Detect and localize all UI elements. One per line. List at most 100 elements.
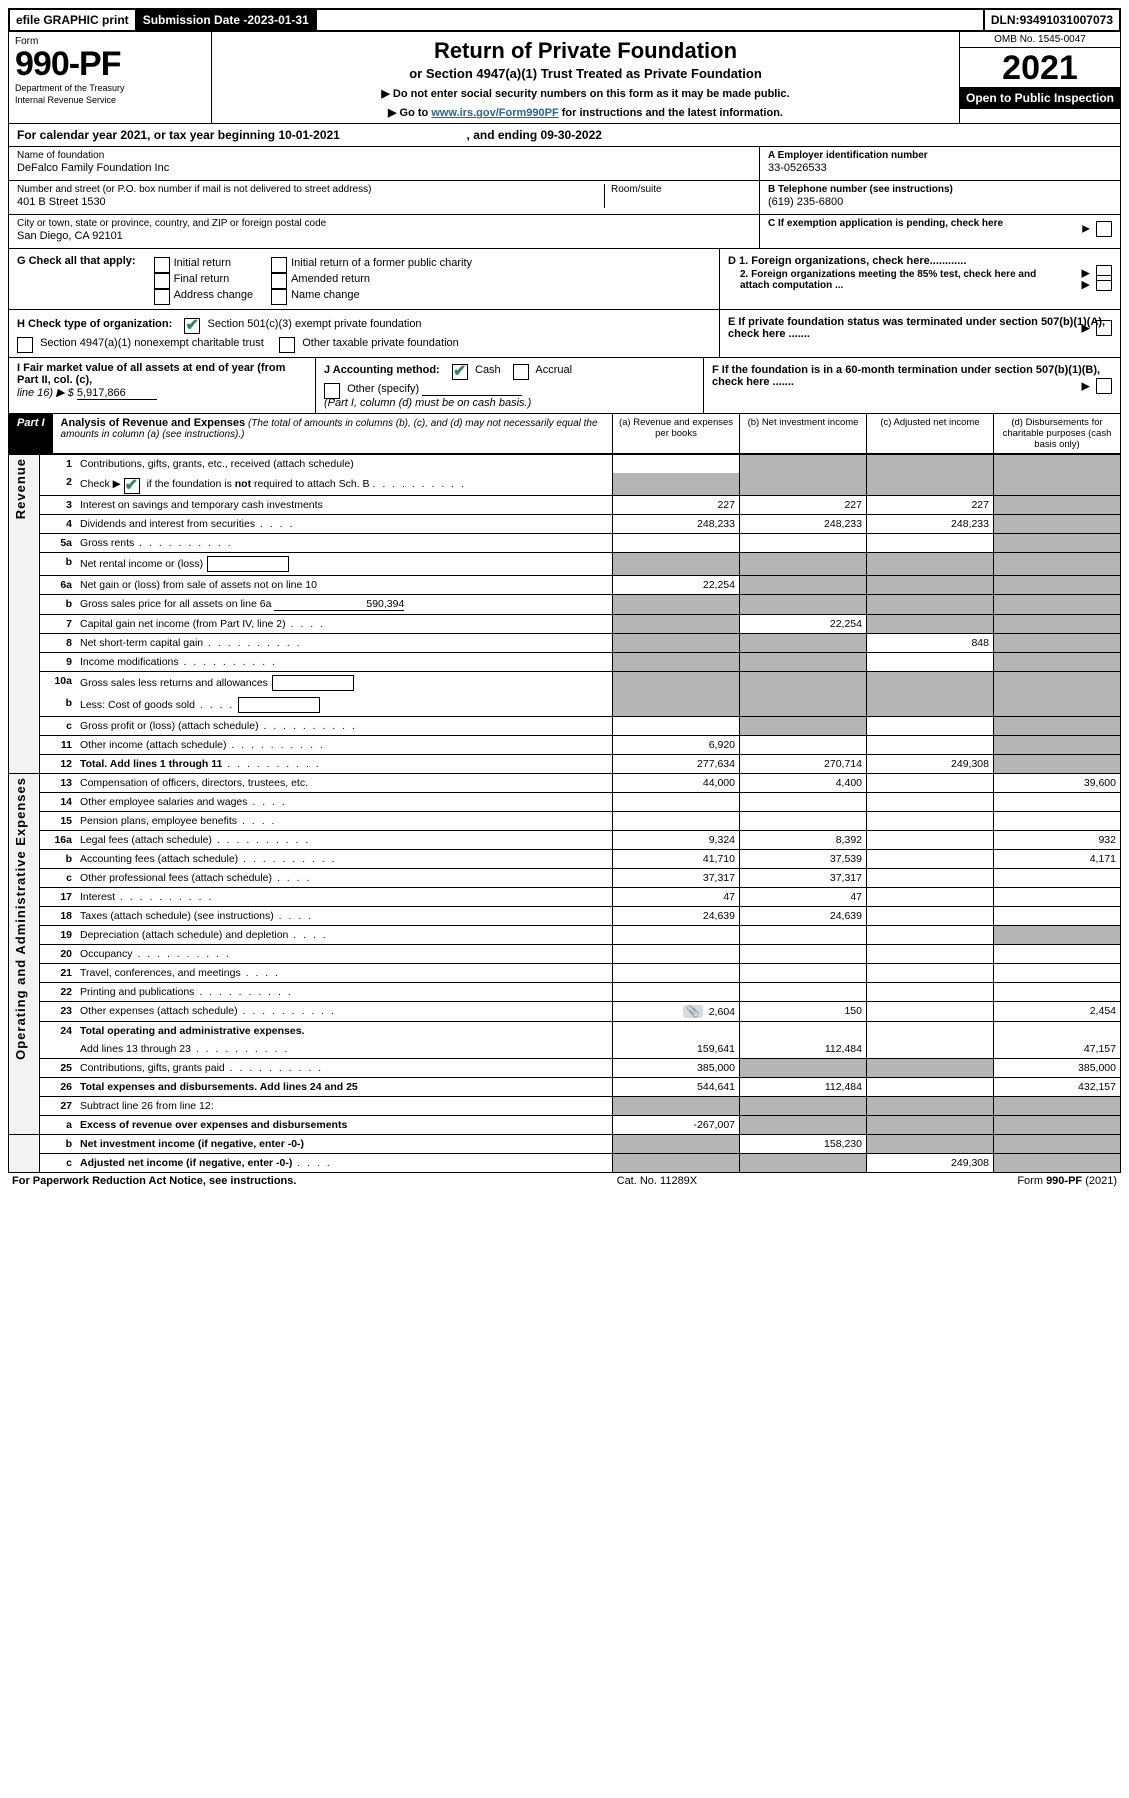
g-opt-2: Address change bbox=[174, 289, 254, 301]
r2-checkbox[interactable] bbox=[124, 478, 140, 494]
table-row: 4 Dividends and interest from securities… bbox=[9, 515, 1121, 534]
note2-post: for instructions and the latest informat… bbox=[562, 107, 783, 119]
d2-checkbox[interactable] bbox=[1096, 275, 1112, 291]
top-bar: efile GRAPHIC print Submission Date - 20… bbox=[8, 8, 1121, 32]
efile-label[interactable]: efile GRAPHIC print bbox=[10, 10, 137, 30]
c-checkbox[interactable] bbox=[1096, 221, 1112, 237]
title-sub: or Section 4947(a)(1) Trust Treated as P… bbox=[220, 66, 951, 81]
tel-cell: B Telephone number (see instructions) (6… bbox=[760, 181, 1120, 215]
j-cb-other[interactable] bbox=[324, 383, 340, 399]
i-area: I Fair market value of all assets at end… bbox=[9, 358, 316, 413]
j-accrual: Accrual bbox=[535, 364, 572, 376]
g-cb-name[interactable] bbox=[271, 289, 287, 305]
r10b-box[interactable] bbox=[238, 697, 320, 713]
dln-value: 93491031007073 bbox=[1020, 13, 1113, 27]
i-l2: line 16) ▶ $ bbox=[17, 387, 74, 399]
g-opt-1: Final return bbox=[174, 273, 230, 285]
h-o1: Section 501(c)(3) exempt private foundat… bbox=[208, 318, 422, 330]
j-other: Other (specify) bbox=[347, 383, 419, 395]
table-row: 11 Other income (attach schedule) 6,920 bbox=[9, 736, 1121, 755]
city-label: City or town, state or province, country… bbox=[17, 218, 751, 229]
addr-cell: Number and street (or P.O. box number if… bbox=[9, 181, 759, 215]
ein-label: A Employer identification number bbox=[768, 150, 1112, 161]
side-revenue: Revenue bbox=[9, 455, 40, 774]
table-row: 27 Subtract line 26 from line 12: bbox=[9, 1097, 1121, 1116]
h-cb-501c3[interactable] bbox=[184, 318, 200, 334]
table-row: 7 Capital gain net income (from Part IV,… bbox=[9, 615, 1121, 634]
table-row: Operating and Administrative Expenses 13… bbox=[9, 774, 1121, 793]
tel-value: (619) 235-6800 bbox=[768, 196, 1112, 208]
part1-header: Part I Analysis of Revenue and Expenses … bbox=[8, 414, 1121, 454]
col-a-head: (a) Revenue and expenses per books bbox=[613, 414, 740, 453]
g-cb-initial[interactable] bbox=[154, 257, 170, 273]
h-o3: Other taxable private foundation bbox=[302, 337, 459, 349]
name-label: Name of foundation bbox=[17, 150, 751, 161]
attachment-icon[interactable]: 📎 bbox=[683, 1005, 703, 1018]
calendar-row: For calendar year 2021, or tax year begi… bbox=[8, 124, 1121, 147]
part1-desc: Analysis of Revenue and Expenses (The to… bbox=[53, 414, 613, 453]
g-cb-final[interactable] bbox=[154, 273, 170, 289]
table-row: 16a Legal fees (attach schedule) 9,324 8… bbox=[9, 831, 1121, 850]
table-row: c Gross profit or (loss) (attach schedul… bbox=[9, 717, 1121, 736]
f-checkbox[interactable] bbox=[1096, 378, 1112, 394]
city-cell: City or town, state or province, country… bbox=[9, 215, 759, 248]
col-d-head: (d) Disbursements for charitable purpose… bbox=[994, 414, 1120, 453]
g-cb-initial-former[interactable] bbox=[271, 257, 287, 273]
table-row: c Adjusted net income (if negative, ente… bbox=[9, 1154, 1121, 1173]
g-d-row: G Check all that apply: Initial return F… bbox=[8, 249, 1121, 310]
part1-label: Part I bbox=[9, 414, 53, 453]
r10a-box[interactable] bbox=[272, 675, 354, 691]
f-area: F If the foundation is in a 60-month ter… bbox=[704, 358, 1120, 413]
d-area: D 1. Foreign organizations, check here..… bbox=[719, 249, 1120, 309]
j-cb-accrual[interactable] bbox=[513, 364, 529, 380]
ein-value: 33-0526533 bbox=[768, 162, 1112, 174]
table-row: 19 Depreciation (attach schedule) and de… bbox=[9, 926, 1121, 945]
name-value: DeFalco Family Foundation Inc bbox=[17, 162, 751, 174]
j-cb-cash[interactable] bbox=[452, 364, 468, 380]
header-mid: Return of Private Foundation or Section … bbox=[212, 32, 959, 123]
h-label: H Check type of organization: bbox=[17, 318, 172, 330]
addr-value: 401 B Street 1530 bbox=[17, 196, 598, 208]
cal-pre: For calendar year 2021, or tax year begi… bbox=[17, 128, 278, 142]
submission-date: 2023-01-31 bbox=[247, 13, 308, 27]
ein-cell: A Employer identification number 33-0526… bbox=[760, 147, 1120, 181]
title-note1: ▶ Do not enter social security numbers o… bbox=[220, 87, 951, 100]
table-row: 21 Travel, conferences, and meetings bbox=[9, 964, 1121, 983]
h-cb-4947[interactable] bbox=[17, 337, 33, 353]
omb: OMB No. 1545-0047 bbox=[960, 32, 1120, 48]
id-left: Name of foundation DeFalco Family Founda… bbox=[9, 147, 759, 248]
side-blank bbox=[9, 1135, 40, 1173]
g-cb-amended[interactable] bbox=[271, 273, 287, 289]
e-arrow-icon: ▶ bbox=[1082, 322, 1090, 335]
table-row: 25 Contributions, gifts, grants paid 385… bbox=[9, 1059, 1121, 1078]
submission-seg: Submission Date - 2023-01-31 bbox=[137, 10, 317, 30]
dept-treasury: Department of the Treasury bbox=[15, 83, 205, 93]
id-right: A Employer identification number 33-0526… bbox=[759, 147, 1120, 248]
g-label: G Check all that apply: bbox=[17, 255, 136, 303]
g-cb-addr[interactable] bbox=[154, 289, 170, 305]
h-cb-other[interactable] bbox=[279, 337, 295, 353]
table-row: 8 Net short-term capital gain 848 bbox=[9, 634, 1121, 653]
j-area: J Accounting method: Cash Accrual Other … bbox=[316, 358, 704, 413]
table-row: 2 Check ▶ if the foundation is not requi… bbox=[9, 473, 1121, 496]
main-table: Revenue 1 Contributions, gifts, grants, … bbox=[8, 454, 1121, 1173]
table-row: 20 Occupancy bbox=[9, 945, 1121, 964]
table-row: 23 Other expenses (attach schedule) 📎 2,… bbox=[9, 1002, 1121, 1022]
d1-text: D 1. Foreign organizations, check here..… bbox=[728, 255, 966, 267]
addr-label: Number and street (or P.O. box number if… bbox=[17, 184, 598, 195]
d2-text: 2. Foreign organizations meeting the 85%… bbox=[740, 269, 1036, 291]
table-row: 18 Taxes (attach schedule) (see instruct… bbox=[9, 907, 1121, 926]
table-row: 15 Pension plans, employee benefits bbox=[9, 812, 1121, 831]
table-row: 6a Net gain or (loss) from sale of asset… bbox=[9, 576, 1121, 595]
note2-pre: ▶ Go to bbox=[388, 107, 431, 119]
e-checkbox[interactable] bbox=[1096, 320, 1112, 336]
note2-link[interactable]: www.irs.gov/Form990PF bbox=[431, 107, 558, 119]
year: 2021 bbox=[960, 48, 1120, 87]
id-grid: Name of foundation DeFalco Family Founda… bbox=[8, 147, 1121, 249]
title-note2: ▶ Go to www.irs.gov/Form990PF for instru… bbox=[220, 106, 951, 119]
cal-mid: , and ending bbox=[467, 128, 541, 142]
r5b-box[interactable] bbox=[207, 556, 289, 572]
table-row: b Gross sales price for all assets on li… bbox=[9, 595, 1121, 615]
table-row: 14 Other employee salaries and wages bbox=[9, 793, 1121, 812]
room-label: Room/suite bbox=[611, 184, 751, 195]
